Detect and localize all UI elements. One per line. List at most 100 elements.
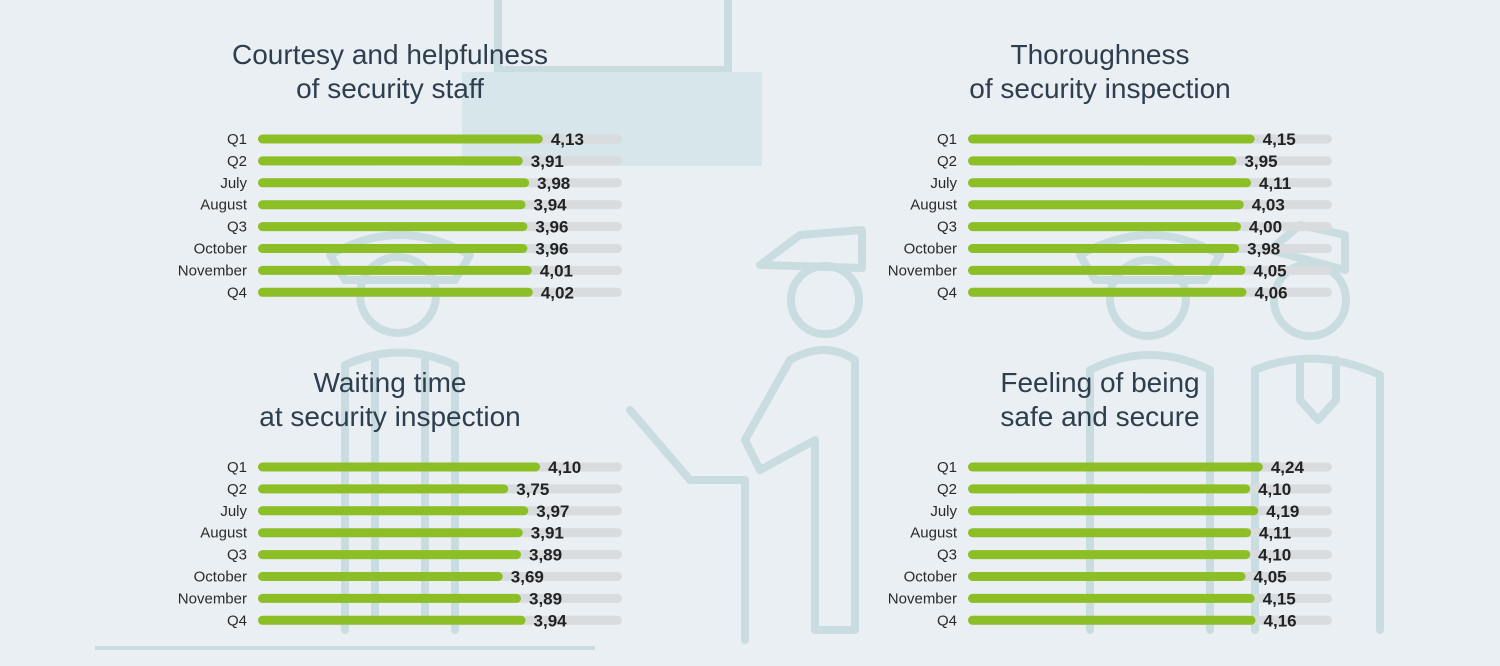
- category-label: Q4: [227, 612, 247, 629]
- category-label: Q1: [227, 459, 247, 476]
- value-label: 4,10: [1258, 480, 1291, 499]
- category-label: October: [194, 569, 247, 586]
- value-label: 3,98: [537, 174, 570, 193]
- bar: [258, 615, 526, 625]
- bar: [968, 506, 1259, 516]
- value-label: 3,91: [531, 152, 564, 171]
- category-label: August: [910, 197, 958, 214]
- bar: [258, 178, 530, 188]
- value-label: 3,98: [1247, 240, 1280, 259]
- value-label: 3,91: [531, 524, 564, 543]
- bar: [968, 222, 1241, 232]
- category-label: Q4: [937, 612, 957, 629]
- chart-title-line-2: of security inspection: [969, 73, 1231, 104]
- chart-title-line-1: Thoroughness: [1010, 39, 1190, 70]
- bar: [968, 156, 1237, 166]
- bar: [968, 593, 1255, 603]
- category-label: July: [220, 503, 247, 520]
- value-label: 4,11: [1259, 524, 1291, 543]
- bar-chart-thoroughness: Q1 4,15 Q2 3,95 July 4,11 August 4,03 Q3 4,00 Octo…: [888, 130, 1332, 302]
- bar: [258, 506, 529, 516]
- value-label: 3,75: [516, 480, 549, 499]
- value-label: 4,10: [1258, 546, 1291, 565]
- bar: [258, 134, 543, 144]
- chart-title-line-1: Courtesy and helpfulness: [232, 39, 548, 70]
- category-label: November: [178, 262, 247, 279]
- category-label: July: [220, 175, 247, 192]
- category-label: Q1: [937, 131, 957, 148]
- bar: [968, 178, 1252, 188]
- value-label: 4,00: [1249, 218, 1282, 237]
- chart-title-line-1: Waiting time: [313, 367, 467, 398]
- value-label: 3,96: [535, 240, 568, 259]
- value-label: 3,94: [534, 611, 568, 630]
- bar: [258, 484, 509, 494]
- bar: [968, 244, 1240, 253]
- value-label: 4,03: [1252, 196, 1285, 215]
- bar: [968, 615, 1256, 625]
- category-label: October: [904, 241, 957, 258]
- category-label: November: [888, 262, 957, 279]
- value-label: 4,10: [548, 458, 581, 477]
- category-label: Q3: [937, 547, 957, 564]
- category-label: Q1: [937, 459, 957, 476]
- value-label: 4,01: [540, 261, 573, 280]
- bar: [968, 287, 1247, 297]
- bar: [258, 244, 528, 253]
- value-label: 4,24: [1271, 458, 1305, 477]
- value-label: 3,89: [529, 546, 562, 565]
- category-label: October: [904, 569, 957, 586]
- value-label: 4,02: [541, 283, 574, 302]
- category-label: August: [200, 525, 248, 542]
- value-label: 4,06: [1254, 283, 1287, 302]
- category-label: August: [200, 197, 248, 214]
- category-label: Q3: [227, 219, 247, 236]
- value-label: 4,11: [1259, 174, 1291, 193]
- category-label: Q2: [227, 481, 247, 498]
- chart-panel-waiting-time: Waiting time at security inspection Q1 4,…: [110, 366, 670, 666]
- bar: [968, 528, 1252, 538]
- category-label: Q4: [937, 284, 957, 301]
- category-label: Q1: [227, 131, 247, 148]
- bar: [258, 550, 521, 560]
- value-label: 4,15: [1263, 130, 1296, 149]
- value-label: 3,89: [529, 589, 562, 608]
- chart-panel-courtesy: Courtesy and helpfulness of security sta…: [110, 38, 670, 338]
- category-label: November: [888, 590, 957, 607]
- value-label: 4,05: [1254, 568, 1287, 587]
- bar: [258, 222, 528, 232]
- bar-chart-waiting-time: Q1 4,10 Q2 3,75 July 3,97 August 3,91 Q3 3,89 Octo…: [178, 458, 622, 630]
- chart-title: Thoroughness of security inspection: [820, 38, 1380, 106]
- category-label: Q2: [937, 153, 957, 170]
- category-label: July: [930, 175, 957, 192]
- bar: [258, 265, 532, 275]
- chart-title: Courtesy and helpfulness of security sta…: [110, 38, 670, 106]
- category-label: Q2: [227, 153, 247, 170]
- value-label: 3,97: [536, 502, 569, 521]
- chart-title-line-2: of security staff: [296, 73, 484, 104]
- category-label: Q3: [937, 219, 957, 236]
- value-label: 3,95: [1244, 152, 1277, 171]
- category-label: Q3: [227, 547, 247, 564]
- chart-title-line-2: at security inspection: [259, 401, 521, 432]
- value-label: 3,69: [511, 568, 544, 587]
- value-label: 4,19: [1266, 502, 1299, 521]
- bar: [258, 528, 523, 538]
- category-label: August: [910, 525, 958, 542]
- bar: [258, 200, 526, 210]
- value-label: 3,96: [535, 218, 568, 237]
- chart-title: Waiting time at security inspection: [110, 366, 670, 434]
- value-label: 4,15: [1263, 589, 1296, 608]
- chart-title-line-1: Feeling of being: [1000, 367, 1200, 398]
- bar: [258, 593, 521, 603]
- chart-panel-thoroughness: Thoroughness of security inspection Q1 4,…: [820, 38, 1380, 338]
- bar: [258, 287, 533, 297]
- category-label: November: [178, 590, 247, 607]
- bar: [968, 134, 1255, 144]
- bar: [968, 550, 1251, 560]
- category-label: Q2: [937, 481, 957, 498]
- value-label: 4,05: [1254, 261, 1287, 280]
- value-label: 3,94: [534, 196, 568, 215]
- value-label: 4,16: [1264, 611, 1297, 630]
- bar: [968, 462, 1263, 472]
